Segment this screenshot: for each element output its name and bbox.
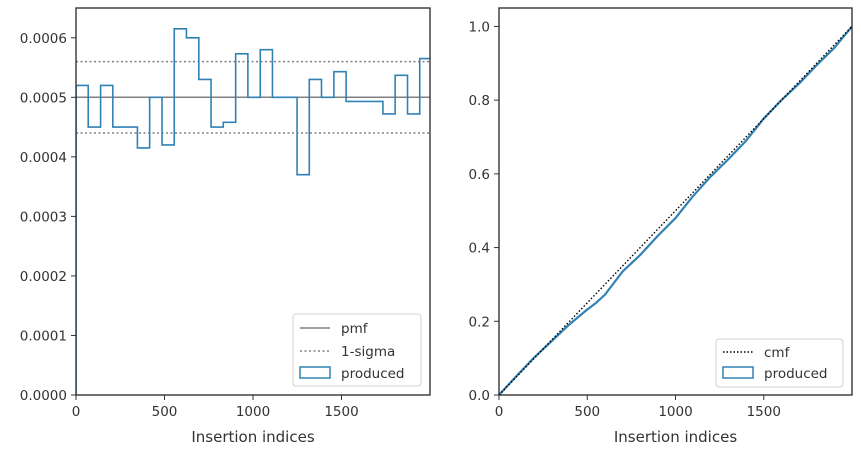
legend-pmf-label: pmf	[341, 321, 369, 337]
legend: cmf produced	[715, 338, 844, 388]
legend: pmf 1-sigma produced	[292, 313, 422, 387]
right-chart: 0.0 0.2 0.4 0.6 0.8 1.0 0 500 1000 1500 Insertion …	[469, 7, 853, 446]
y-tick-label: 0.0001	[20, 328, 67, 344]
plot-area	[499, 25, 852, 395]
y-tick-label: 0.8	[469, 93, 490, 109]
x-axis-label: Insertion indices	[614, 428, 737, 446]
y-tick-label: 0.4	[469, 241, 490, 257]
y-tick-label: 0.0006	[20, 31, 67, 47]
plot-area	[76, 28, 430, 395]
x-tick-label: 500	[152, 404, 178, 420]
legend-produced-swatch	[722, 366, 754, 379]
legend-produced-swatch	[299, 366, 331, 379]
y-tick-label: 0.0005	[20, 90, 67, 106]
y-tick-label: 0.0000	[20, 388, 67, 404]
legend-cmf-label: cmf	[764, 345, 791, 361]
produced-histogram	[76, 28, 430, 395]
x-tick-label: 0	[495, 404, 504, 420]
x-axis-label: Insertion indices	[191, 428, 314, 446]
plot-frame	[75, 7, 431, 396]
y-tick-label: 0.0	[469, 388, 490, 404]
x-tick-label: 1000	[658, 404, 692, 420]
legend-sigma-label: 1-sigma	[341, 344, 395, 360]
legend-box	[715, 338, 844, 388]
y-tick-label: 1.0	[469, 19, 490, 35]
x-tick-label: 0	[72, 404, 81, 420]
x-tick-label: 1500	[324, 404, 358, 420]
x-tick-label: 1000	[236, 404, 270, 420]
legend-produced-label: produced	[764, 366, 828, 382]
y-tick-label: 0.0002	[20, 269, 67, 285]
x-tick-label: 500	[574, 404, 600, 420]
legend-box	[292, 313, 422, 387]
y-tick-label: 0.6	[469, 167, 490, 183]
y-tick-label: 0.0003	[20, 209, 67, 225]
left-chart: 0.0000 0.0001 0.0002 0.0003 0.0004 0.0005 0.00…	[20, 7, 431, 446]
plot-frame	[498, 7, 853, 396]
legend-produced-label: produced	[341, 366, 405, 382]
x-tick-label: 1500	[747, 404, 781, 420]
cmf-line	[499, 25, 852, 395]
y-tick-label: 0.2	[469, 314, 490, 330]
y-tick-label: 0.0004	[20, 150, 67, 166]
